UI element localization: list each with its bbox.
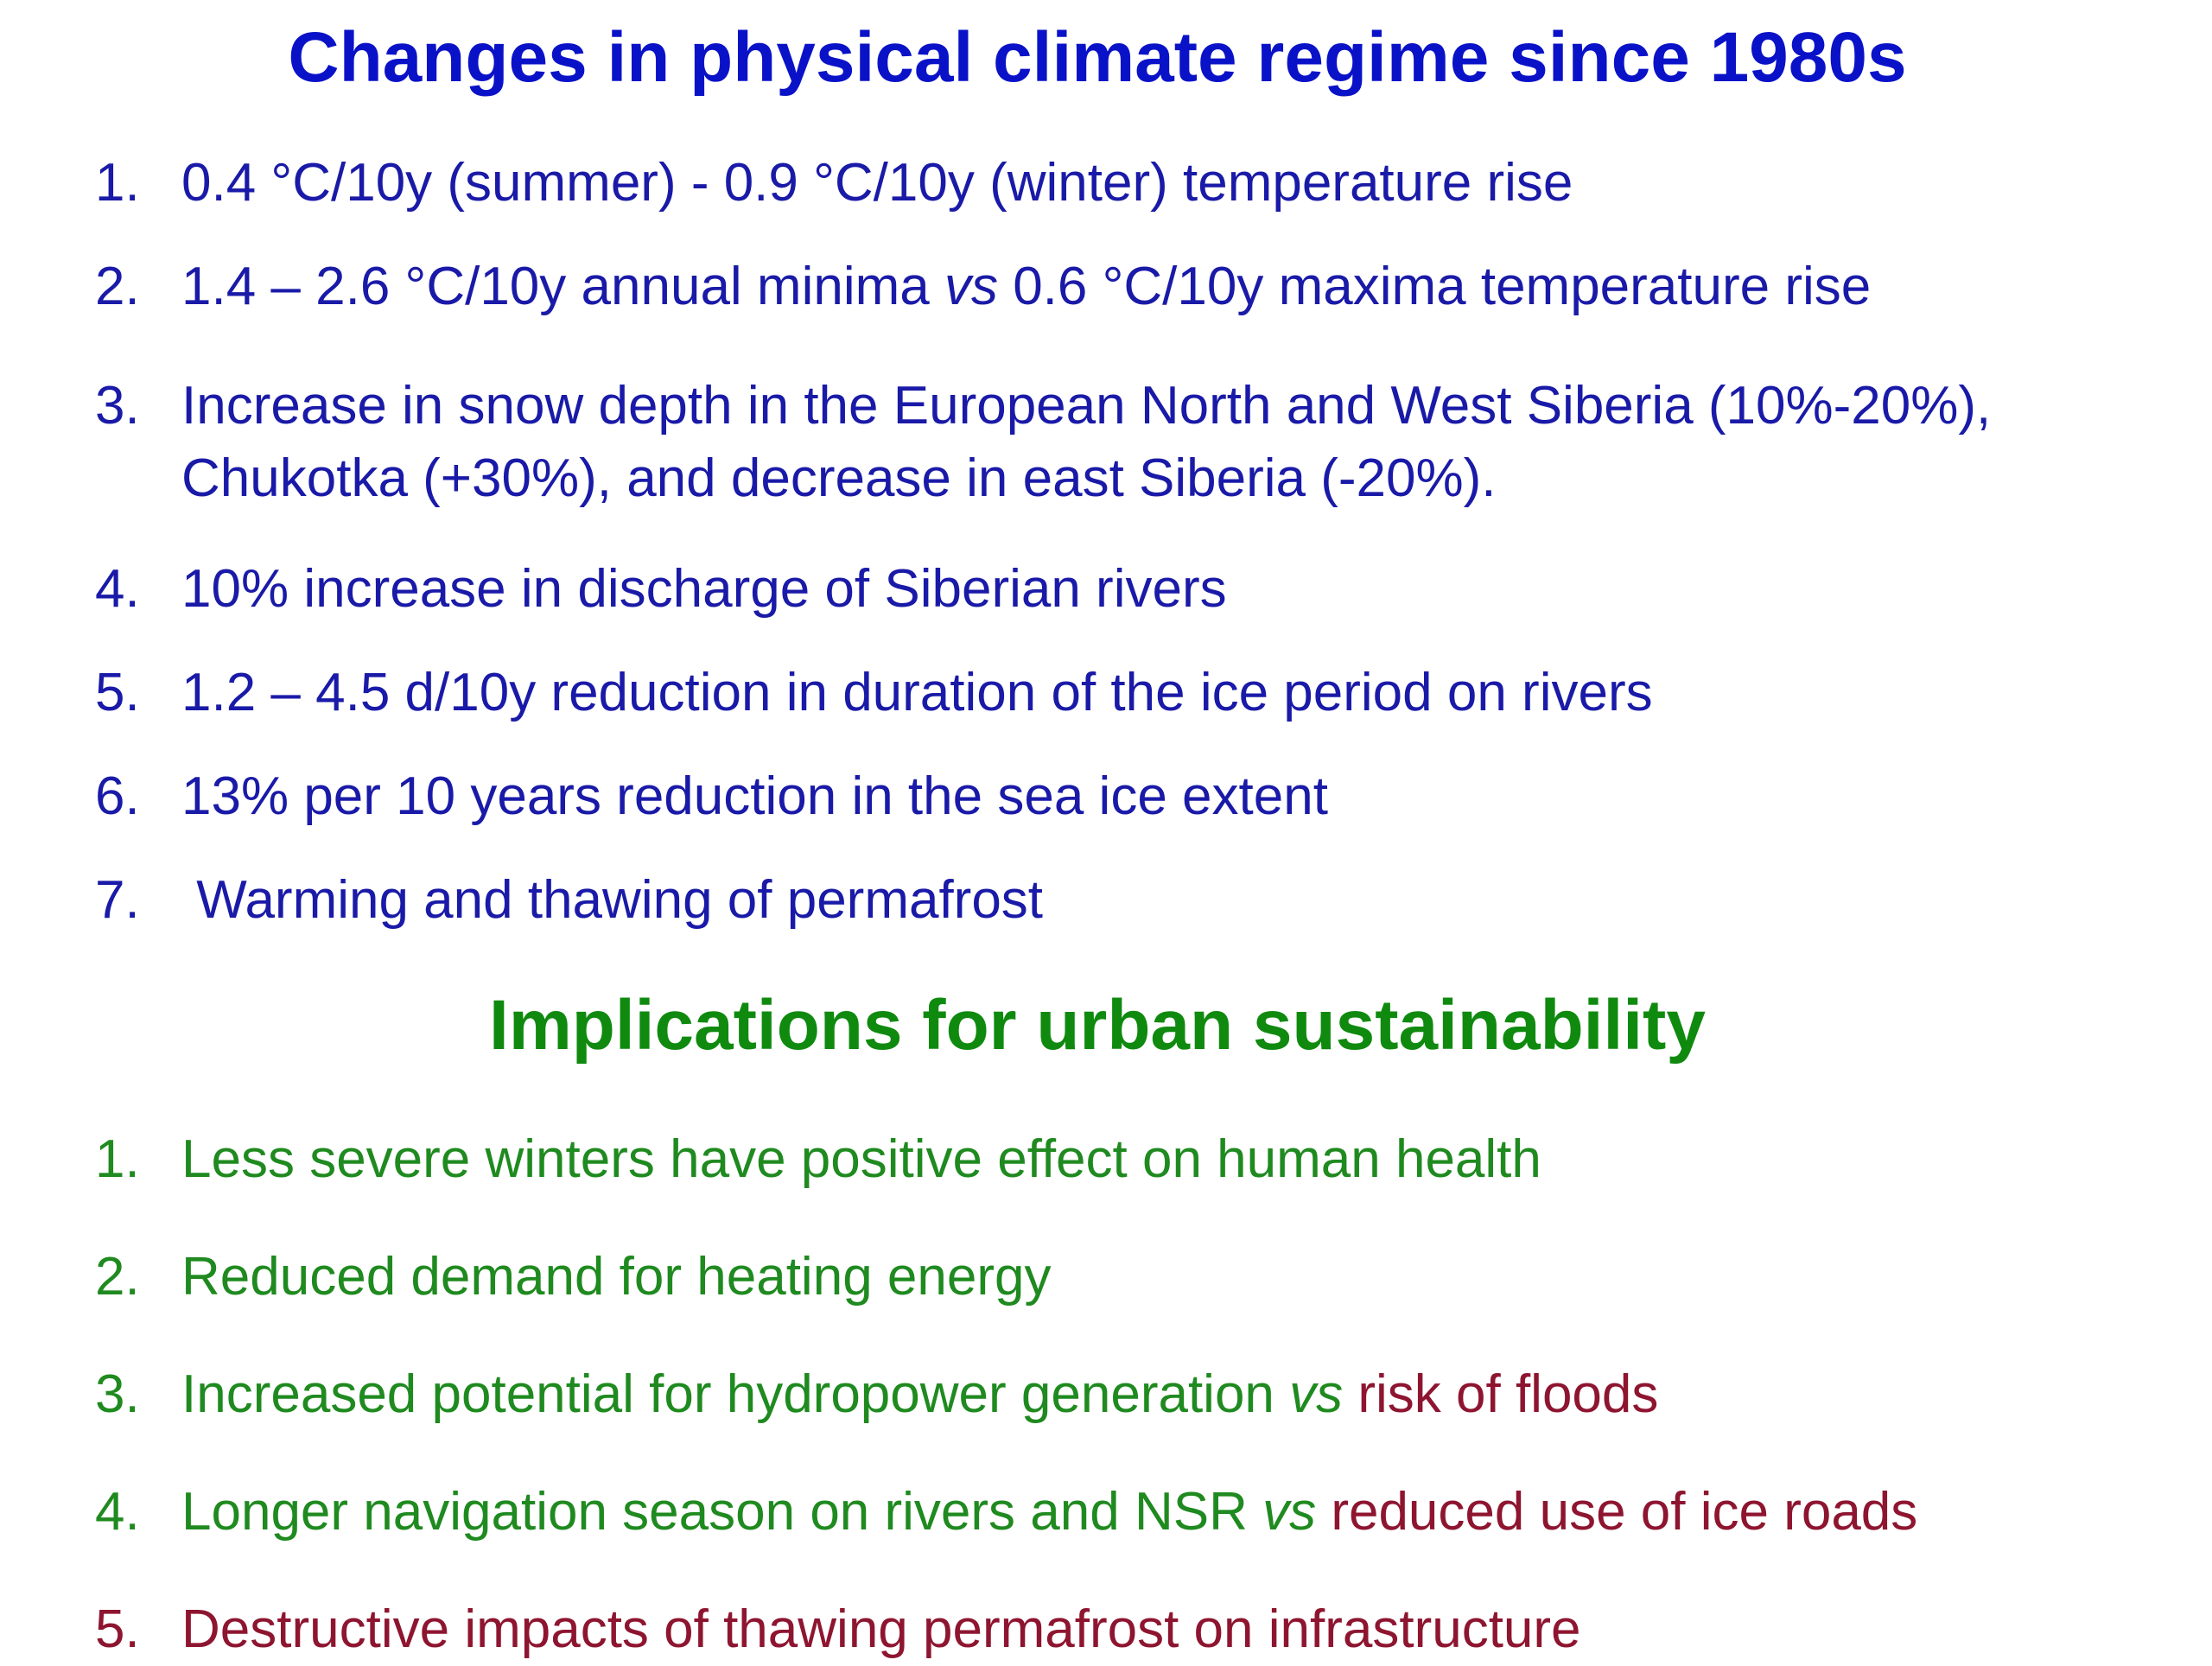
item-text: Warming and thawing of permafrost bbox=[181, 870, 1044, 930]
item-text: Increased potential for hydropower gener… bbox=[181, 1358, 1658, 1431]
item-number: 4. bbox=[95, 559, 140, 619]
item-text: 1.2 – 4.5 d/10y reduction in duration of… bbox=[181, 663, 1653, 722]
item-text: 0.4 °C/10y (summer) - 0.9 °C/10y (winter… bbox=[181, 153, 1573, 213]
item-text-part: 0.6 °C/10y maxima temperature rise bbox=[997, 257, 1872, 316]
vs-italic: vs bbox=[1289, 1364, 1344, 1424]
item-number: 2. bbox=[95, 1247, 140, 1307]
item-text-positive: Increased potential for hydropower gener… bbox=[181, 1364, 1290, 1424]
item-text: Destructive impacts of thawing permafros… bbox=[181, 1599, 1581, 1659]
vs-italic: vs bbox=[944, 257, 998, 316]
item-number: 1. bbox=[95, 1129, 140, 1189]
item-text: Reduced demand for heating energy bbox=[181, 1247, 1052, 1307]
item-text: 10% increase in discharge of Siberian ri… bbox=[181, 559, 1227, 619]
item-number: 4. bbox=[95, 1482, 140, 1542]
item-number: 1. bbox=[95, 153, 140, 213]
section-title-climate-changes: Changes in physical climate regime since… bbox=[288, 18, 1907, 97]
section-title-implications: Implications for urban sustainability bbox=[489, 986, 1706, 1065]
item-number: 6. bbox=[95, 766, 140, 826]
item-number: 3. bbox=[95, 376, 140, 436]
item-number: 2. bbox=[95, 257, 140, 316]
item-text: Longer navigation season on rivers and N… bbox=[181, 1476, 1917, 1548]
item-text: 13% per 10 years reduction in the sea ic… bbox=[181, 766, 1328, 826]
item-text-positive: Longer navigation season on rivers and N… bbox=[181, 1482, 1263, 1542]
item-number: 5. bbox=[95, 663, 140, 722]
vs-italic: vs bbox=[1262, 1482, 1317, 1542]
item-text: Less severe winters have positive effect… bbox=[181, 1129, 1541, 1189]
item-text-part: 1.4 – 2.6 °C/10y annual minima bbox=[181, 257, 944, 316]
item-text-negative: risk of floods bbox=[1343, 1364, 1659, 1424]
item-text-line1: Increase in snow depth in the European N… bbox=[181, 376, 1992, 436]
item-text-negative: reduced use of ice roads bbox=[1316, 1482, 1918, 1542]
item-text: 1.4 – 2.6 °C/10y annual minima vs 0.6 °C… bbox=[181, 251, 1871, 323]
item-text-line2: Chukotka (+30%), and decrease in east Si… bbox=[181, 448, 1497, 508]
item-number: 3. bbox=[95, 1364, 140, 1424]
item-number: 5. bbox=[95, 1599, 140, 1659]
item-number: 7. bbox=[95, 870, 140, 930]
